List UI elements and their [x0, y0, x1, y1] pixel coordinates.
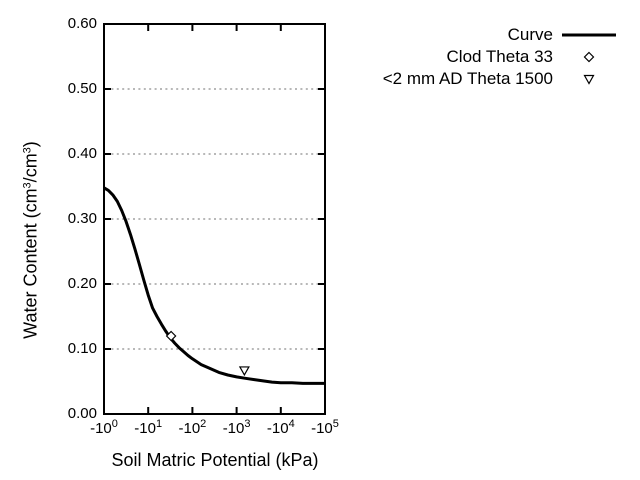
legend-row: Curve [383, 24, 618, 46]
y-tick-label: 0.20 [67, 275, 97, 292]
x-tick-exponent: 3 [244, 418, 251, 430]
x-tick-exponent: 2 [200, 418, 207, 430]
legend-marker-sample [560, 68, 618, 90]
-2-mm-ad-theta-1500-marker [238, 366, 250, 377]
legend-row: Clod Theta 33 [383, 46, 618, 68]
x-tick-exponent: 5 [332, 418, 339, 430]
x-tick-base: -10 [266, 420, 289, 437]
x-tick-base: -10 [90, 420, 112, 437]
y-tick-label: 0.10 [67, 340, 97, 357]
x-tick-exponent: 0 [111, 418, 118, 430]
curve-line [103, 186, 325, 385]
legend-row: <2 mm AD Theta 1500 [383, 68, 618, 90]
legend: Curve Clod Theta 33 <2 mm AD Theta 1500 [383, 24, 618, 90]
y-tick-label: 0.30 [67, 210, 97, 227]
y-axis-title-exponent: 3 [21, 147, 34, 154]
x-tick-label: -105 [311, 418, 339, 439]
legend-label: Curve [507, 25, 553, 44]
x-tick-exponent: 4 [288, 418, 295, 430]
y-tick-label: 0.00 [67, 405, 97, 422]
y-tick-label: 0.50 [67, 80, 97, 97]
x-tick-base: -10 [222, 420, 245, 437]
y-axis-title: Water Content (cm3/cm3) [21, 141, 42, 339]
x-tick-base: -10 [311, 420, 333, 437]
legend-triangle-down-icon [583, 74, 595, 85]
x-tick-label: -103 [222, 418, 251, 439]
y-tick-label: 0.40 [67, 145, 97, 162]
y-axis-title-text: /cm [20, 153, 41, 183]
x-tick-label: -102 [178, 418, 207, 439]
y-axis-title-exponent: 3 [21, 182, 34, 189]
legend-line-sample [560, 24, 618, 46]
x-tick-label: -104 [266, 418, 295, 439]
y-axis-title-text: Water Content (cm [20, 188, 41, 339]
clod-theta-33-marker [165, 330, 177, 342]
legend-label: Clod Theta 33 [446, 47, 553, 66]
x-tick-base: -10 [134, 420, 156, 437]
x-tick-label: -101 [134, 418, 163, 439]
x-tick-base: -10 [178, 420, 201, 437]
legend-diamond-icon [583, 51, 595, 63]
legend-label: <2 mm AD Theta 1500 [382, 69, 553, 88]
y-tick-label: 0.60 [67, 15, 97, 32]
legend-marker-sample [560, 46, 618, 68]
x-tick-label: -100 [90, 418, 118, 439]
x-axis-title: Soil Matric Potential (kPa) [111, 450, 319, 470]
x-tick-exponent: 1 [155, 418, 163, 430]
